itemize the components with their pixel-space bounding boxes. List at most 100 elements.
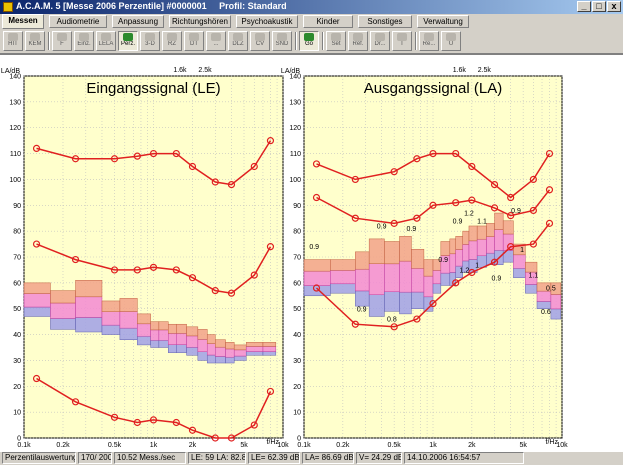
minimize-button[interactable]: _ (577, 1, 591, 12)
toolbar-label: F (60, 41, 64, 47)
percentile-box-upper (411, 248, 425, 269)
toolbar-label: SND (275, 41, 289, 47)
toolbar-button-dr[interactable]: Dr... (370, 31, 390, 51)
percentile-box-upper (262, 342, 277, 347)
curve-line (36, 377, 272, 439)
curve-point (452, 149, 460, 158)
x-tick-label: 2k (189, 442, 197, 449)
toolbar-label: 3-D (145, 41, 155, 47)
close-button[interactable]: x (607, 1, 621, 12)
toolbar-button-dt[interactable]: DT (184, 31, 204, 51)
curve-line (316, 189, 551, 225)
percentile-box-upper (476, 225, 487, 240)
data-label: 1 (475, 262, 479, 269)
percentile-box-mid (468, 240, 478, 260)
toolbar-icon (8, 33, 18, 41)
tab-anpassung[interactable]: Anpassung (112, 15, 164, 28)
tab-kinder[interactable]: Kinder (303, 15, 353, 28)
toolbar-button-u[interactable]: U (441, 31, 461, 51)
percentile-box-mid (119, 311, 138, 329)
percentile-box-lower (233, 355, 247, 361)
x-tick-label: 0.1k (17, 442, 31, 449)
data-label: 0.8 (387, 317, 397, 324)
status-field: LE: 59 LA: 82.8 (188, 452, 246, 464)
curve-point (172, 266, 180, 274)
toolbar-label: Ref. (352, 41, 364, 47)
curve-point (32, 144, 41, 153)
percentile-box-lower (158, 340, 169, 348)
x-tick-label: 0.1k (297, 442, 311, 449)
toolbar-button-set[interactable]: Set (326, 31, 346, 51)
tab-psychoakustik[interactable]: Psychoakustik (236, 15, 298, 28)
percentile-box-upper (150, 321, 160, 331)
percentile-box-mid (486, 236, 495, 254)
percentile-box-mid (176, 333, 187, 345)
percentile-box-lower (525, 284, 538, 294)
toolbar-button-kem[interactable]: KEM (25, 31, 45, 51)
curve-point (545, 186, 554, 194)
toolbar-icon (331, 33, 341, 41)
curve-point (529, 206, 537, 215)
percentile-box-lower (23, 306, 51, 317)
curve-point (149, 149, 158, 158)
percentile-box-lower (101, 324, 121, 335)
y-tick-label: 110 (290, 151, 301, 158)
x-tick-label: 0.2k (336, 442, 350, 449)
window-title: A.C.A.M. 5 [Messe 2006 Perzentile] #0000… (16, 1, 287, 11)
x-tick-label: 1k (429, 442, 437, 449)
toolbar-button-perz[interactable]: Perz. (118, 31, 138, 51)
y-tick-label: 90 (13, 203, 21, 210)
y-tick-label: 70 (293, 255, 301, 262)
curve-line (315, 222, 551, 328)
tab-messen[interactable]: Messen (2, 14, 44, 29)
toolbar-button-cv[interactable]: CV (250, 31, 270, 51)
tab-audiometrie[interactable]: Audiometrie (49, 15, 107, 28)
toolbar-icon (397, 33, 407, 41)
x-axis-label: f/Hz (267, 439, 280, 446)
percentile-box-lower (215, 356, 226, 364)
y-tick-label: 130 (289, 99, 301, 106)
toolbar-icon (446, 33, 456, 41)
toolbar-button-[interactable]: ... (206, 31, 226, 51)
toolbar-button-t[interactable]: T (392, 31, 412, 51)
curve-point (71, 155, 80, 163)
toolbar-button-ref[interactable]: Ref. (348, 31, 368, 51)
toolbar-button-lela[interactable]: LELA (96, 31, 116, 51)
tab-sonstiges[interactable]: Sonstiges (358, 15, 412, 28)
x-tick-label: 2k (468, 442, 476, 449)
percentile-box-mid (225, 348, 235, 358)
toolbar-button-einz[interactable]: Einz. (74, 31, 94, 51)
toolbar-button-3d[interactable]: 3-D (140, 31, 160, 51)
data-label: 0.5 (546, 286, 556, 293)
percentile-box-upper (330, 259, 356, 271)
percentile-box-mid (101, 311, 121, 326)
percentile-box-mid (303, 270, 331, 286)
percentile-box-mid (536, 290, 552, 302)
toolbar-button-rz[interactable]: RZ (162, 31, 182, 51)
data-label: 1.2 (464, 211, 474, 218)
toolbar-label: RZ (168, 41, 176, 47)
toolbar-button-hit[interactable]: HIT (3, 31, 23, 51)
tab-richtungshören[interactable]: Richtungshören (169, 15, 231, 28)
percentile-box-upper (225, 342, 235, 350)
toolbar-button-go[interactable]: Go (299, 31, 319, 51)
percentile-box-mid (245, 346, 264, 352)
tab-verwaltung[interactable]: Verwaltung (417, 15, 469, 28)
profile-label: Profil: Standard (219, 1, 287, 11)
toolbar-button-dlz[interactable]: DLZ (228, 31, 248, 51)
maximize-button[interactable]: □ (592, 1, 606, 12)
x-tick-label: 0.5k (388, 442, 402, 449)
y-tick-label: 20 (13, 384, 21, 391)
x-tick-label: 0.2k (56, 442, 70, 449)
curve-point (149, 416, 158, 424)
curve-line (36, 243, 272, 294)
percentile-box-mid (449, 253, 456, 273)
percentile-box-lower (440, 272, 451, 286)
status-field: V= 24.29 dB (356, 452, 402, 464)
toolbar-button-f[interactable]: F (52, 31, 72, 51)
curve-point (250, 271, 258, 279)
percentile-box-mid (432, 270, 442, 285)
toolbar-button-re[interactable]: Re... (419, 31, 439, 51)
toolbar-button-snd[interactable]: SND (272, 31, 292, 51)
toolbar-label: DLZ (232, 41, 244, 47)
